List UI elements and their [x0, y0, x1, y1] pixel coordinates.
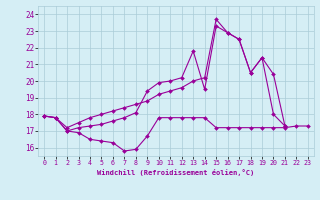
X-axis label: Windchill (Refroidissement éolien,°C): Windchill (Refroidissement éolien,°C) [97, 169, 255, 176]
